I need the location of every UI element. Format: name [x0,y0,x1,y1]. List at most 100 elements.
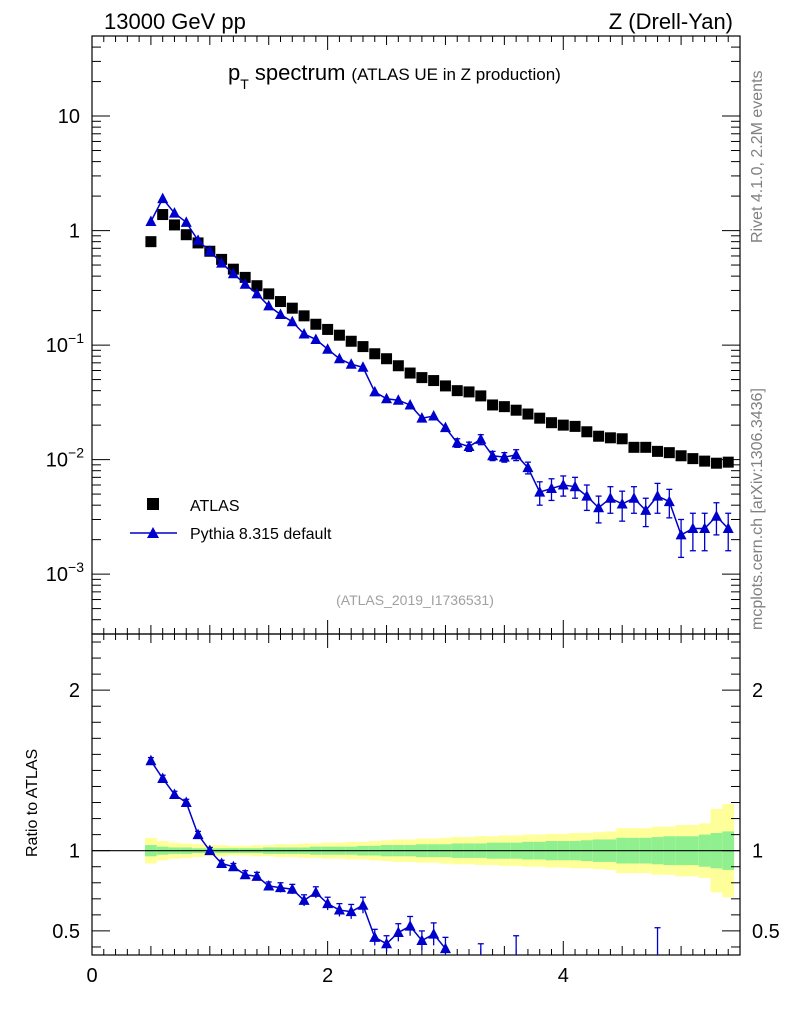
ratio-pythia-point [263,879,275,891]
ratio-pythia-point [310,886,322,897]
atlas-point [722,456,734,468]
pythia-point [157,192,169,204]
y-tick-label: 10−1 [46,330,84,357]
pythia-point [522,461,534,473]
atlas-point [710,457,722,469]
ratio-pythia-point [333,904,345,915]
atlas-point [251,280,263,292]
ratio-pythia-point [204,844,216,856]
ratio-panel: 0 2 4 0.5 0.5 1 1 2 2 [52,633,780,987]
ratio-pythia-point [275,881,287,893]
ratio-pythia-point [392,926,404,938]
pythia-point [369,385,381,397]
atlas-point [652,445,664,457]
ratio-pythia-point [180,796,192,808]
legend-pythia-label: Pythia 8.315 default [190,526,332,543]
ratio-y-tick-label: 2 [69,680,80,702]
mcplots-label: mcplots.cern.ch [arXiv:1306.3436] [749,388,766,630]
atlas-point [628,441,640,453]
pythia-point [275,308,287,319]
atlas-point [522,408,534,420]
pythia-point [345,358,357,369]
y-tick-label: 10−2 [46,445,84,472]
legend: ATLAS Pythia 8.315 default [130,498,332,543]
atlas-point [275,296,287,308]
x-tick-label: 2 [322,965,333,987]
pythia-point [381,392,393,404]
x-tick-label: 0 [86,965,97,987]
ratio-pythia-point [145,754,157,766]
atlas-point [298,310,310,322]
atlas-point [463,386,475,398]
atlas-point [510,404,522,416]
pythia-point [216,257,228,268]
pythia-point [286,315,298,327]
pythia-point [404,398,416,410]
atlas-point [428,375,440,387]
pythia-point [652,490,664,501]
atlas-point [569,420,581,432]
analysis-id: (ATLAS_2019_I1736531) [336,592,494,608]
pythia-point [722,522,734,534]
rivet-label: Rivet 4.1.0, 2.2M events [749,70,766,243]
pythia-point [463,440,475,452]
atlas-point [498,401,510,413]
main-panel: 10−3 10−2 10−1 1 10 [46,35,741,635]
legend-atlas-marker [147,498,159,510]
atlas-point [663,447,675,459]
atlas-point [369,348,381,360]
pythia-point [192,234,204,245]
pythia-point [310,333,322,344]
atlas-point [392,360,404,372]
atlas-point [168,219,180,231]
ratio-pythia-point [216,857,228,869]
atlas-point [345,335,357,347]
plot-title-sub: T [240,76,249,92]
pythia-point [616,497,628,509]
atlas-point [687,453,699,465]
pythia-point [545,482,557,493]
pythia-point [640,504,652,515]
pythia-point [204,245,216,256]
ratio-pythia-point [298,894,310,905]
atlas-point [581,426,593,438]
ratio-pythia-point [192,828,204,840]
pythia-point [604,492,616,503]
pythia-point [168,207,180,218]
ratio-frame [91,633,741,956]
pythia-point [687,522,699,534]
pythia-point [428,410,440,421]
pythia-point [357,361,369,372]
pythia-point [180,216,192,227]
pythia-point [628,492,640,503]
atlas-point [381,353,393,365]
ratio-y-tick-label: 0.5 [52,921,80,943]
atlas-point [333,329,345,341]
atlas-point [357,341,369,353]
pythia-point [439,421,451,433]
plot-title-qualifier: (ATLAS UE in Z production) [351,65,560,84]
ratio-pythia-point [322,897,334,909]
atlas-point [404,367,416,379]
atlas-point [475,390,487,402]
ratio-pythia-point [227,860,239,872]
header-left: 13000 GeV pp [104,9,246,34]
pythia-point [392,394,404,405]
pythia-point [569,480,581,492]
ratio-pythia-point [345,905,357,917]
atlas-point [545,417,557,429]
ratio-pythia-point [404,920,416,931]
atlas-point [557,419,569,431]
pythia-point [710,510,722,521]
pythia-point [510,448,522,460]
pythia-point [593,501,605,513]
pythia-point [333,352,345,364]
pythia-point [581,490,593,501]
atlas-point [451,385,463,397]
pythia-point [557,479,569,490]
atlas-point [640,441,652,453]
pythia-point [416,412,428,423]
ratio-pythia-point [357,899,369,910]
ratio-pythia-point [168,788,180,799]
